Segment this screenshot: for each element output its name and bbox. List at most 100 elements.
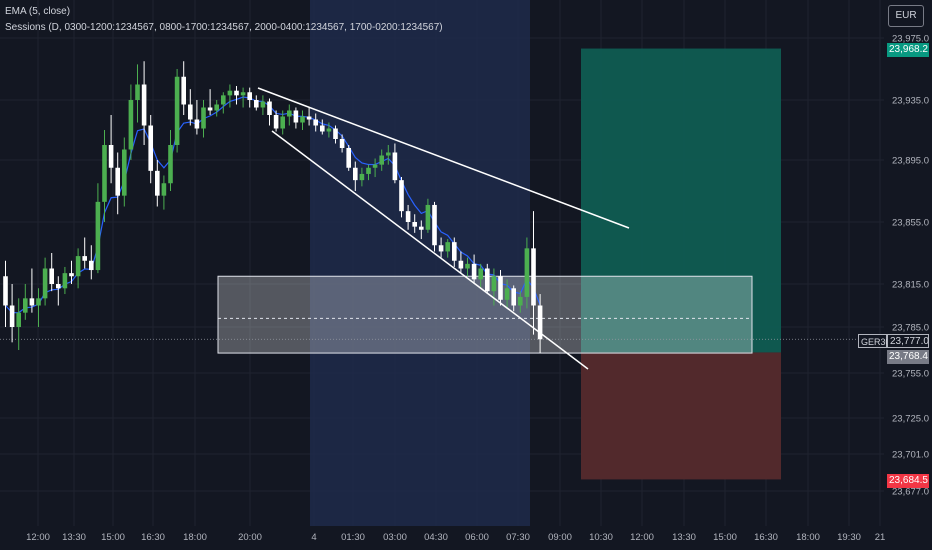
candle-body bbox=[23, 298, 28, 313]
candle-body bbox=[491, 276, 497, 292]
x-axis-label: 19:30 bbox=[837, 532, 861, 543]
y-axis-label: 23,677.0 bbox=[892, 487, 929, 498]
x-axis-label: 04:30 bbox=[424, 532, 448, 543]
candle-body bbox=[465, 263, 470, 269]
candle-body bbox=[240, 92, 246, 96]
candle-body bbox=[49, 268, 54, 284]
candle-body bbox=[207, 107, 213, 111]
y-axis-label: 23,935.0 bbox=[892, 96, 929, 107]
candle-body bbox=[485, 268, 490, 292]
x-axis-label: 16:30 bbox=[141, 532, 165, 543]
candle-body bbox=[227, 90, 233, 96]
candle-body bbox=[432, 204, 437, 246]
candle-body bbox=[3, 276, 8, 306]
candle-body bbox=[188, 104, 193, 120]
candle-body bbox=[234, 90, 239, 96]
candle-body bbox=[306, 116, 312, 120]
candle-body bbox=[115, 167, 120, 196]
candle-body bbox=[108, 145, 114, 168]
candle-body bbox=[69, 273, 74, 277]
y-axis-label: 23,815.0 bbox=[892, 280, 929, 291]
x-axis-label: 12:00 bbox=[630, 532, 654, 543]
x-axis-label: 4 bbox=[311, 532, 316, 543]
symbol-label: GER30 bbox=[858, 334, 891, 348]
candle-body bbox=[280, 116, 285, 129]
candle-body bbox=[333, 128, 338, 139]
candle-body bbox=[478, 268, 483, 280]
candle-body bbox=[399, 180, 404, 212]
candle-body bbox=[194, 119, 200, 129]
entry-price-tag: 23,768.4 bbox=[887, 350, 929, 364]
candle-body bbox=[320, 125, 325, 132]
candle-body bbox=[29, 298, 35, 306]
y-axis-label: 23,701.0 bbox=[892, 450, 929, 461]
candle-body bbox=[300, 116, 305, 123]
x-axis-label: 18:00 bbox=[183, 532, 207, 543]
y-axis-label: 23,785.0 bbox=[892, 323, 929, 334]
x-axis-label: 03:00 bbox=[383, 532, 407, 543]
candle-body bbox=[412, 222, 417, 227]
candle-body bbox=[531, 248, 536, 306]
candle-body bbox=[504, 288, 510, 300]
candle-body bbox=[471, 263, 477, 280]
lower-trendline bbox=[271, 130, 589, 370]
candle-body bbox=[366, 167, 371, 174]
candle-body bbox=[161, 183, 167, 196]
y-axis-label: 23,725.0 bbox=[892, 414, 929, 425]
candle-body bbox=[168, 145, 173, 184]
candle-body bbox=[148, 125, 153, 171]
candle-body bbox=[174, 76, 180, 145]
take-profit-zone bbox=[581, 48, 781, 353]
x-axis-label: 10:30 bbox=[589, 532, 613, 543]
candle-body bbox=[524, 248, 530, 297]
candle-body bbox=[82, 256, 87, 261]
candle-body bbox=[353, 167, 358, 181]
candle-body bbox=[386, 152, 391, 156]
x-axis-label: 15:00 bbox=[713, 532, 737, 543]
candle-body bbox=[36, 298, 41, 306]
upper-trendline bbox=[257, 87, 630, 229]
candle-body bbox=[392, 152, 398, 181]
candle-body bbox=[102, 145, 107, 202]
candle-body bbox=[313, 119, 318, 126]
x-axis-label: 13:30 bbox=[672, 532, 696, 543]
candle-body bbox=[518, 296, 523, 306]
candle-body bbox=[141, 84, 147, 126]
indicator-legend-sessions[interactable]: Sessions (D, 0300-1200:1234567, 0800-170… bbox=[5, 22, 443, 33]
candle-body bbox=[287, 110, 292, 117]
candle-body bbox=[214, 104, 219, 111]
candle-body bbox=[42, 268, 48, 299]
candle-body bbox=[438, 245, 444, 252]
x-axis-label: 06:00 bbox=[465, 532, 489, 543]
candle-body bbox=[267, 101, 272, 115]
candle-body bbox=[9, 305, 15, 327]
candle-body bbox=[201, 107, 206, 129]
candle-body bbox=[95, 201, 101, 271]
candle-body bbox=[326, 128, 332, 132]
candle-body bbox=[425, 204, 431, 230]
session-band bbox=[310, 0, 530, 526]
x-axis-label: 07:30 bbox=[506, 532, 530, 543]
candle-body bbox=[254, 100, 259, 108]
candle-body bbox=[16, 312, 21, 327]
y-axis-label: 23,975.0 bbox=[892, 34, 929, 45]
candle-body bbox=[75, 256, 81, 277]
x-axis-label: 16:30 bbox=[754, 532, 778, 543]
candle-body bbox=[359, 173, 365, 181]
currency-button[interactable]: EUR bbox=[888, 5, 924, 27]
candle-body bbox=[452, 242, 457, 261]
candle-body bbox=[405, 211, 411, 222]
x-axis-label: 15:00 bbox=[101, 532, 125, 543]
candle-body bbox=[273, 115, 279, 129]
candle-body bbox=[419, 226, 424, 230]
candle-body bbox=[247, 92, 252, 100]
x-axis-label: 20:00 bbox=[238, 532, 262, 543]
candle-body bbox=[128, 100, 134, 150]
candle-body bbox=[135, 84, 140, 100]
y-axis-label: 23,855.0 bbox=[892, 218, 929, 229]
stop-loss-price-tag: 23,684.5 bbox=[887, 474, 929, 488]
candle-body bbox=[445, 242, 450, 252]
indicator-legend-ema[interactable]: EMA (5, close) bbox=[5, 6, 71, 17]
candle-body bbox=[379, 155, 384, 165]
